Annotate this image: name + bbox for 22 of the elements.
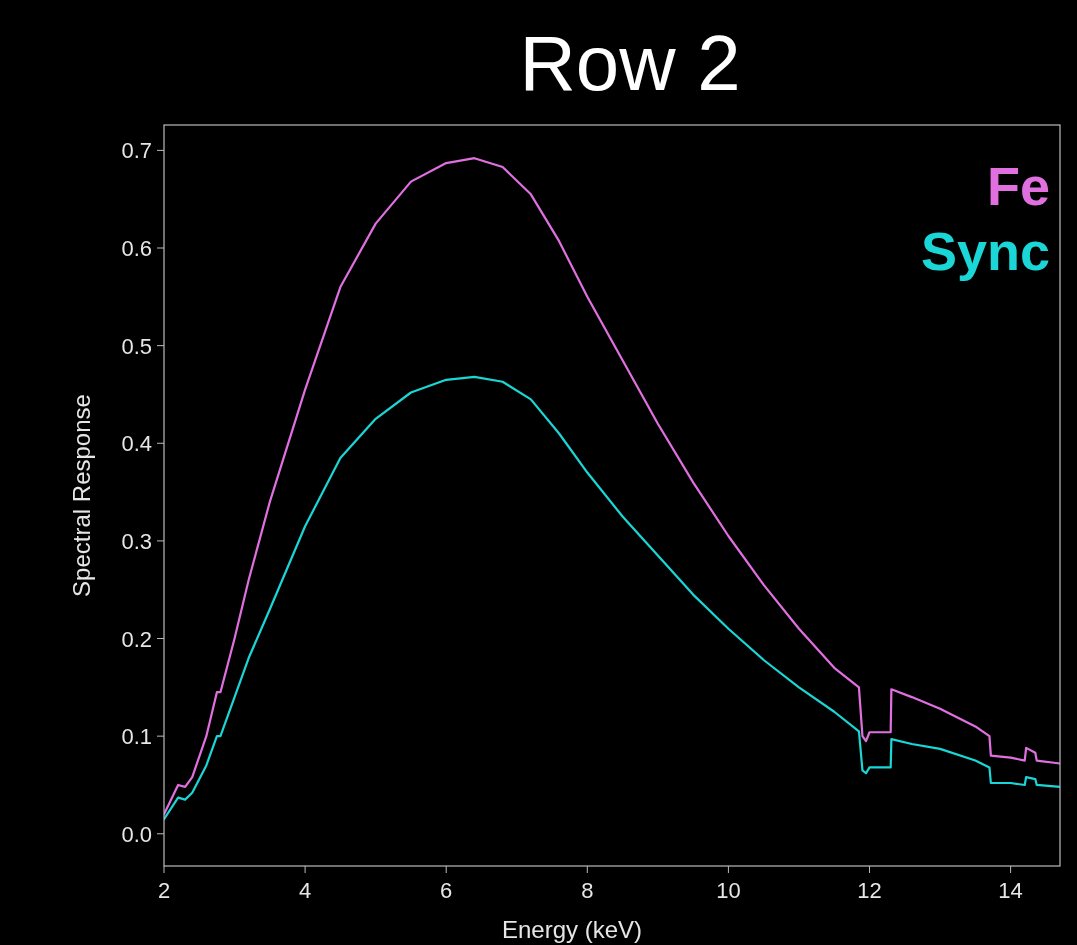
y-tick-label: 0.5 (121, 333, 152, 359)
y-tick-label: 0.0 (121, 821, 152, 847)
y-axis-title: Spectral Response (68, 394, 95, 597)
y-tick-label: 0.1 (121, 724, 152, 750)
x-tick-label: 6 (440, 878, 453, 903)
x-tick-label: 4 (298, 878, 312, 903)
text: Fe (986, 156, 1050, 216)
y-tick-label: 0.4 (121, 431, 152, 457)
x-tick-label: 8 (581, 878, 594, 903)
y-tick-label: 0.6 (121, 236, 152, 262)
x-tick-label: 10 (716, 878, 741, 903)
y-tick-label: 0.7 (121, 138, 152, 164)
y-tick-label: 0.3 (121, 528, 152, 554)
x-tick-label: 2 (157, 878, 171, 903)
line-series (164, 375, 1060, 821)
x-tick-label: 12 (857, 878, 882, 903)
chart-title: Row 2 (519, 19, 741, 107)
line-series (164, 157, 1060, 816)
y-tick-label: 0.2 (121, 626, 152, 652)
x-axis-title: Energy (keV) (501, 916, 643, 943)
x-tick-label: 14 (998, 878, 1023, 903)
text: Sync (920, 221, 1050, 281)
